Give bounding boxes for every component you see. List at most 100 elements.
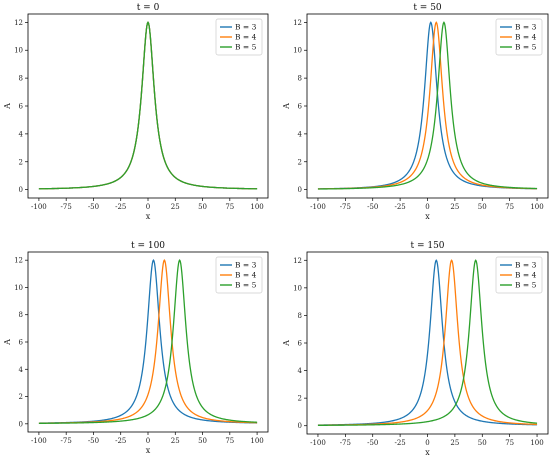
x-tick-label: -75	[340, 439, 351, 447]
x-tick-label: -100	[310, 439, 326, 447]
y-tick-label: 12	[14, 257, 23, 265]
series-line-3	[317, 21, 538, 190]
legend-label: B = 4	[235, 271, 257, 280]
legend-label: B = 4	[515, 271, 537, 280]
x-tick-label: 0	[146, 203, 150, 211]
y-tick-label: 12	[14, 19, 23, 27]
chart-panel-1: t = 0 -100 -75 -50 -25 0 25 50 75 100 0 2 4 6 8 10 12 x A B…	[3, 3, 269, 221]
x-tick-label: -75	[61, 437, 72, 445]
y-tick-label: 2	[19, 158, 23, 166]
legend-box	[495, 256, 543, 294]
x-tick-label: -25	[115, 203, 126, 211]
chart-panel-2: t = 50 -100 -75 -50 -25 0 25 50 75 100 0 2 4 6 8 10 12 x A…	[282, 3, 549, 221]
x-tick-label: -50	[88, 437, 99, 445]
y-tick-label: 0	[298, 186, 302, 194]
legend-label: B = 5	[235, 281, 257, 290]
x-tick-label: 75	[225, 437, 234, 445]
y-tick-label: 8	[19, 75, 23, 83]
y-tick-label: 8	[298, 75, 302, 83]
x-tick-label: 100	[250, 203, 263, 211]
legend-label: B = 5	[515, 43, 537, 52]
legend-label: B = 3	[235, 261, 257, 270]
legend-box	[495, 18, 543, 56]
y-tick-label: 4	[19, 366, 24, 374]
x-tick-label: 25	[171, 203, 180, 211]
x-tick-label: 75	[225, 203, 234, 211]
x-tick-label: 25	[450, 203, 459, 211]
x-tick-label: 0	[425, 439, 429, 447]
x-tick-label: -100	[31, 437, 47, 445]
x-tick-label: 0	[425, 203, 429, 211]
x-tick-label: -25	[115, 437, 126, 445]
y-tick-label: 2	[298, 395, 302, 403]
x-tick-label: 0	[146, 437, 150, 445]
legend-label: B = 3	[235, 23, 257, 32]
legend: B = 3B = 4B = 5	[215, 256, 263, 294]
x-tick-label: 50	[478, 439, 487, 447]
chart-panel-3: t = 100 -100 -75 -50 -25 0 25 50 75 100 0 2 4 6 8 10 12 x…	[3, 241, 269, 455]
x-tick-label: -50	[367, 439, 378, 447]
legend-label: B = 3	[515, 23, 537, 32]
y-axis-label: A	[3, 103, 12, 110]
legend-label: B = 3	[515, 261, 537, 270]
y-axis-label: A	[3, 339, 12, 346]
y-tick-label: 2	[19, 393, 23, 401]
x-axis-label: x	[146, 212, 151, 221]
x-tick-label: -50	[367, 203, 378, 211]
y-tick-label: 10	[293, 284, 302, 292]
x-tick-label: 75	[505, 439, 514, 447]
y-tick-label: 4	[19, 130, 24, 138]
chart-title: t = 100	[131, 241, 165, 251]
x-tick-label: 100	[530, 439, 543, 447]
y-tick-label: 6	[19, 103, 24, 111]
x-axis-label: x	[425, 212, 430, 221]
legend-label: B = 5	[235, 43, 257, 52]
x-tick-label: -25	[394, 439, 405, 447]
y-tick-label: 6	[19, 339, 24, 347]
series-line-3	[38, 258, 258, 424]
chart-title: t = 150	[410, 241, 444, 251]
y-axis-label: A	[282, 103, 291, 110]
y-tick-label: 8	[19, 311, 23, 319]
y-axis-label: A	[282, 340, 291, 347]
series-line-3	[38, 21, 258, 190]
y-tick-label: 10	[14, 47, 23, 55]
x-tick-label: -100	[31, 203, 47, 211]
y-tick-label: 0	[19, 186, 23, 194]
x-tick-label: -50	[88, 203, 99, 211]
series-line-3	[317, 259, 538, 426]
y-tick-label: 12	[293, 19, 302, 27]
legend-label: B = 4	[515, 33, 537, 42]
chart-panel-4: t = 150 -100 -75 -50 -25 0 25 50 75 100 0 2 4 6 8 10 12 x…	[282, 241, 549, 457]
y-tick-label: 4	[298, 367, 303, 375]
x-tick-label: -25	[394, 203, 405, 211]
legend-label: B = 4	[235, 33, 257, 42]
legend-label: B = 5	[515, 281, 537, 290]
legend-box	[215, 18, 263, 56]
legend: B = 3B = 4B = 5	[215, 18, 263, 56]
y-tick-label: 4	[298, 130, 303, 138]
y-tick-label: 12	[293, 257, 302, 265]
x-tick-label: 25	[450, 439, 459, 447]
x-tick-label: 25	[171, 437, 180, 445]
x-tick-label: 50	[478, 203, 487, 211]
y-tick-label: 8	[298, 312, 302, 320]
x-tick-label: 75	[505, 203, 514, 211]
legend: B = 3B = 4B = 5	[495, 18, 543, 56]
x-tick-label: -75	[61, 203, 72, 211]
y-tick-label: 0	[19, 420, 23, 428]
legend: B = 3B = 4B = 5	[495, 256, 543, 294]
x-tick-label: -100	[310, 203, 326, 211]
y-tick-label: 6	[298, 103, 303, 111]
x-tick-label: 50	[198, 437, 207, 445]
chart-title: t = 0	[137, 3, 160, 13]
y-tick-label: 10	[293, 47, 302, 55]
x-tick-label: 50	[198, 203, 207, 211]
x-tick-label: -75	[340, 203, 351, 211]
chart-title: t = 50	[413, 3, 442, 13]
y-tick-label: 2	[298, 158, 302, 166]
x-tick-label: 100	[530, 203, 543, 211]
x-axis-label: x	[146, 446, 151, 455]
x-tick-label: 100	[250, 437, 263, 445]
